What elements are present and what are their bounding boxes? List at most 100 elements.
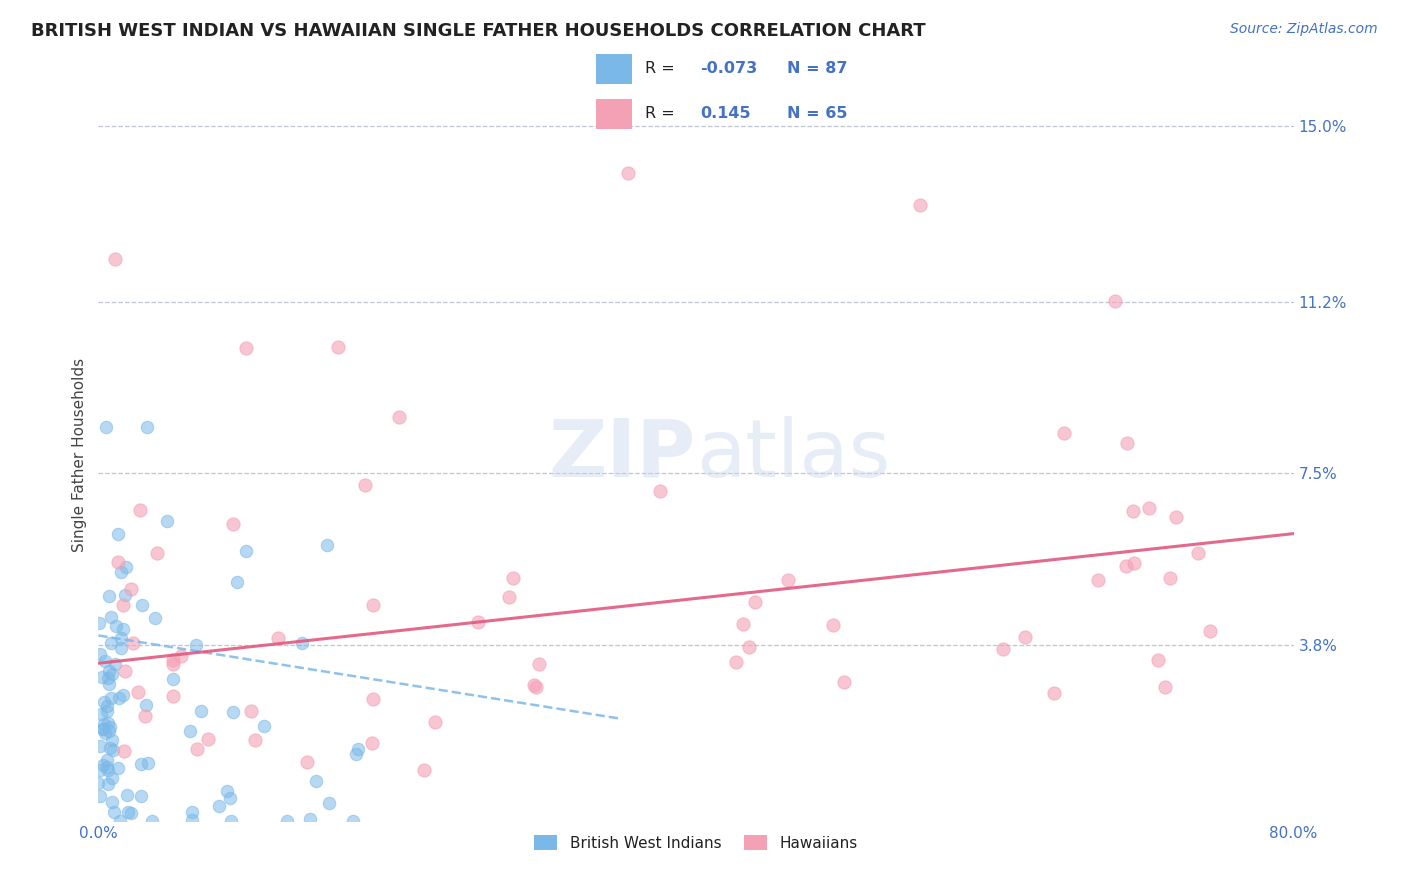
- Point: [100, 690, 122, 705]
- Point: [291, 636, 314, 650]
- Point: [1122, 504, 1144, 518]
- Point: [527, 657, 550, 671]
- Point: [299, 812, 322, 826]
- Point: [107, 761, 129, 775]
- Point: [105, 619, 128, 633]
- Point: [121, 636, 143, 650]
- Point: [135, 698, 157, 713]
- Point: [1104, 294, 1126, 309]
- Point: [96, 704, 118, 718]
- Point: [110, 566, 132, 580]
- Point: [108, 814, 131, 828]
- Point: [112, 744, 135, 758]
- Point: [91, 757, 114, 772]
- Point: [993, 641, 1015, 656]
- Point: [725, 655, 748, 669]
- Point: [162, 689, 184, 703]
- Point: [650, 483, 672, 498]
- Point: [823, 617, 845, 632]
- Point: [98, 723, 121, 738]
- Point: [104, 252, 127, 267]
- Point: [523, 677, 546, 691]
- Point: [110, 641, 132, 656]
- Point: [342, 814, 364, 828]
- Point: [96, 760, 118, 774]
- Point: [208, 798, 231, 813]
- Point: [361, 599, 384, 613]
- Point: [146, 546, 169, 560]
- Point: [120, 582, 142, 596]
- Point: [413, 763, 436, 777]
- Point: [134, 708, 156, 723]
- Point: [91, 723, 114, 737]
- Point: [1153, 680, 1175, 694]
- Point: [170, 649, 193, 664]
- Point: [344, 747, 367, 761]
- Point: [267, 631, 290, 645]
- Point: [1043, 686, 1066, 700]
- Point: [235, 544, 257, 558]
- Point: [100, 732, 122, 747]
- Point: [129, 503, 152, 517]
- Point: [97, 671, 120, 685]
- Point: [97, 664, 120, 678]
- Point: [127, 685, 149, 699]
- Point: [1123, 557, 1146, 571]
- Y-axis label: Single Father Households: Single Father Households: [72, 358, 87, 552]
- Point: [97, 763, 120, 777]
- Point: [219, 814, 242, 828]
- Point: [101, 795, 124, 809]
- Point: [98, 677, 121, 691]
- Point: [388, 409, 411, 424]
- Point: [104, 657, 127, 672]
- Point: [98, 720, 121, 734]
- Point: [498, 590, 520, 604]
- Point: [1087, 573, 1109, 587]
- Point: [96, 753, 118, 767]
- Point: [186, 742, 208, 756]
- Point: [738, 640, 761, 654]
- Point: [316, 538, 339, 552]
- Point: [1199, 624, 1222, 639]
- Text: R =: R =: [645, 106, 675, 121]
- Point: [131, 599, 153, 613]
- Bar: [596, 54, 633, 84]
- Point: [190, 704, 212, 718]
- Point: [197, 731, 219, 746]
- Point: [326, 340, 349, 354]
- Point: [129, 756, 152, 771]
- Point: [502, 571, 524, 585]
- Point: [87, 776, 110, 790]
- Point: [1146, 653, 1168, 667]
- Point: [353, 478, 375, 492]
- Point: [97, 777, 120, 791]
- Point: [180, 805, 202, 819]
- Point: [112, 598, 135, 612]
- Text: Source: ZipAtlas.com: Source: ZipAtlas.com: [1230, 22, 1378, 37]
- Point: [217, 784, 239, 798]
- Point: [1115, 558, 1137, 573]
- Point: [347, 741, 370, 756]
- Point: [96, 420, 118, 434]
- Point: [1187, 546, 1209, 560]
- Point: [1137, 501, 1160, 516]
- Text: BRITISH WEST INDIAN VS HAWAIIAN SINGLE FATHER HOUSEHOLDS CORRELATION CHART: BRITISH WEST INDIAN VS HAWAIIAN SINGLE F…: [31, 22, 925, 40]
- Point: [276, 814, 298, 828]
- Point: [111, 623, 134, 637]
- Point: [115, 788, 138, 802]
- Text: N = 87: N = 87: [787, 62, 848, 77]
- Point: [110, 631, 132, 645]
- Point: [222, 705, 245, 719]
- Point: [91, 722, 114, 736]
- Point: [112, 688, 135, 702]
- Point: [117, 805, 139, 819]
- Point: [1159, 571, 1181, 585]
- Point: [423, 714, 446, 729]
- Point: [100, 667, 122, 681]
- Point: [908, 198, 931, 212]
- Point: [90, 707, 112, 722]
- Point: [361, 736, 384, 750]
- Point: [318, 796, 340, 810]
- Point: [1116, 435, 1139, 450]
- Point: [89, 789, 111, 803]
